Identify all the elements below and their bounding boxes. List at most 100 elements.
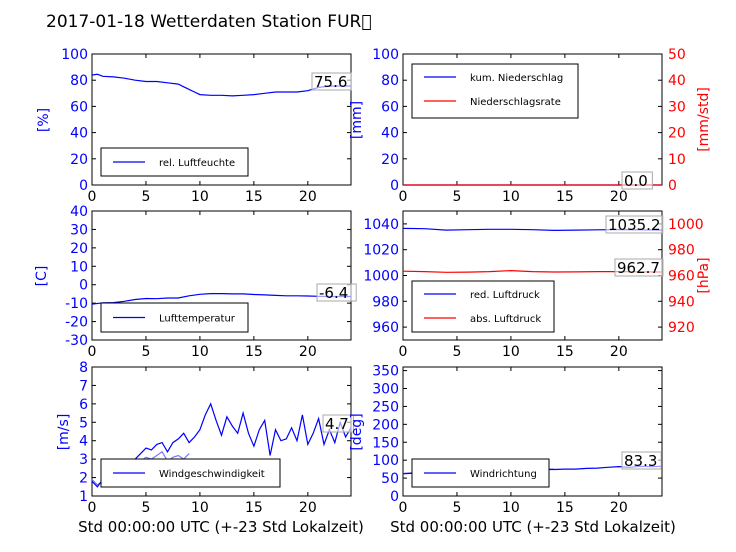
y-axis-label: [mm] xyxy=(349,101,365,139)
x-tick-label: 10 xyxy=(502,500,520,516)
x-tick-label: 0 xyxy=(88,500,97,516)
panel-temperature: 0 5 10 15 20 -30 -20 -10 0 10 20 30 40 [C] Lufttempera… xyxy=(34,204,357,360)
x-axis-label-left: Std 00:00:00 UTC (+-23 Std Lokalzeit) xyxy=(78,518,364,536)
value-annotation-box xyxy=(605,215,664,234)
x-tick-label: 15 xyxy=(556,189,574,205)
value-annotation-box xyxy=(316,283,357,302)
y-tick-label: 40 xyxy=(70,204,88,220)
y-tick-label: 50 xyxy=(381,471,399,487)
panel-wind_direction: 0 5 10 15 20050100150200250300350[deg]Windri… xyxy=(349,364,663,516)
x-tick-label: 0 xyxy=(399,344,408,360)
y2-tick-label: 50 xyxy=(668,47,686,63)
y-tick-label: 250 xyxy=(372,399,399,415)
y-tick-label: 80 xyxy=(381,73,399,89)
x-tick-label: 5 xyxy=(452,344,461,360)
x-tick-label: 10 xyxy=(191,189,209,205)
x-tick-label: 0 xyxy=(88,344,97,360)
value-annotation: 75.6 xyxy=(314,73,347,91)
figure-title: 2017-01-18 Wetterdaten Station FUR  xyxy=(46,12,372,32)
panel-precipitation: 0 5 10 15 20 0 20 40 60 80 100 [mm] 0 10 20 30 40 50 [mm/s… xyxy=(349,47,712,205)
y-tick-label: 80 xyxy=(70,73,88,89)
value-annotation: 83.3 xyxy=(624,452,657,470)
value-annotation: 1035.2 xyxy=(608,216,661,234)
y-tick-label: -20 xyxy=(65,315,88,331)
plot-frame xyxy=(91,53,352,186)
y2-tick-label: 10 xyxy=(668,152,686,168)
legend-box xyxy=(411,63,579,119)
x-tick-label: 5 xyxy=(141,189,150,205)
y-tick-label: -10 xyxy=(65,296,88,312)
legend-entry: rel. Luftfeuchte xyxy=(159,158,235,169)
y-axis-label: [deg] xyxy=(349,413,365,450)
x-tick-label: 10 xyxy=(191,500,209,516)
y-tick-label: 0 xyxy=(390,178,399,194)
series-line-rel-luftfeuchte xyxy=(91,73,351,97)
y-tick-label: 150 xyxy=(372,435,399,451)
y2-axis-label: [mm/std] xyxy=(696,87,712,152)
y2-tick-label: 20 xyxy=(668,126,686,142)
x-tick-label: 5 xyxy=(141,344,150,360)
panel-pressure: 0 5 10 15 20 960 980 1000 1020 1040 920 940 960 980 10… xyxy=(363,210,712,360)
y-tick-label: -30 xyxy=(65,333,88,349)
y-tick-label: 5 xyxy=(79,415,88,431)
y-tick-label: 0 xyxy=(79,178,88,194)
value-annotation-box xyxy=(614,258,664,277)
y-tick-label: 100 xyxy=(372,453,399,469)
y-tick-label: 1 xyxy=(79,489,88,505)
y2-tick-label: 940 xyxy=(668,294,695,310)
x-tick-label: 20 xyxy=(610,344,628,360)
y-tick-label: 7 xyxy=(79,378,88,394)
x-tick-label: 20 xyxy=(610,500,628,516)
y-axis-label: [m/s] xyxy=(56,414,72,451)
y-tick-label: 350 xyxy=(372,364,399,380)
y2-tick-label: 30 xyxy=(668,99,686,115)
value-annotation: 0.0 xyxy=(624,172,648,190)
x-tick-label: 20 xyxy=(299,189,317,205)
y-tick-label: 1000 xyxy=(363,269,399,285)
y-tick-label: 0 xyxy=(79,278,88,294)
value-annotation-box xyxy=(322,414,354,433)
legend-entry: Windgeschwindigkeit xyxy=(159,469,265,480)
x-tick-label: 20 xyxy=(299,500,317,516)
x-tick-label: 5 xyxy=(452,189,461,205)
y-tick-label: 100 xyxy=(372,47,399,63)
y-tick-label: 960 xyxy=(372,320,399,336)
y-tick-label: 2 xyxy=(79,471,88,487)
y-tick-label: 3 xyxy=(79,452,88,468)
x-tick-label: 0 xyxy=(88,189,97,205)
legend-box xyxy=(411,280,555,333)
x-tick-label: 15 xyxy=(556,344,574,360)
y-tick-label: 20 xyxy=(381,152,399,168)
value-annotation: -6.4 xyxy=(319,284,348,302)
y-tick-label: 60 xyxy=(70,99,88,115)
x-tick-label: 10 xyxy=(502,189,520,205)
x-tick-label: 20 xyxy=(299,344,317,360)
legend-entry: Lufttemperatur xyxy=(159,314,236,325)
y-axis-label: [C] xyxy=(34,266,50,287)
x-tick-label: 10 xyxy=(502,344,520,360)
value-annotation-box xyxy=(621,171,653,190)
series-line-lufttemperatur xyxy=(91,293,351,305)
y-tick-label: 100 xyxy=(61,47,88,63)
y2-tick-label: 980 xyxy=(668,243,695,259)
x-tick-label: 5 xyxy=(452,500,461,516)
value-annotation: 4.7 xyxy=(325,415,349,433)
y-tick-label: 980 xyxy=(372,294,399,310)
value-annotation-box xyxy=(621,451,662,470)
y2-axis-label: [hPa] xyxy=(696,257,712,293)
y-tick-label: 6 xyxy=(79,397,88,413)
x-tick-label: 15 xyxy=(245,344,263,360)
y-tick-label: 20 xyxy=(70,241,88,257)
plot-frame xyxy=(402,366,663,497)
x-tick-label: 15 xyxy=(245,500,263,516)
y-tick-label: 30 xyxy=(70,222,88,238)
y-axis-label: [%] xyxy=(36,108,52,132)
value-annotation: 962.7 xyxy=(617,259,660,277)
x-tick-label: 20 xyxy=(610,189,628,205)
legend-entry: abs. Luftdruck xyxy=(470,314,541,325)
x-tick-label: 0 xyxy=(399,189,408,205)
x-axis-label-right: Std 00:00:00 UTC (+-23 Std Lokalzeit) xyxy=(390,518,676,536)
panel-wind_speed: 0 5 10 15 20 1 2 3 4 5 6 7 8 [m/s] Windgeschwindigkeit… xyxy=(56,360,354,516)
y-tick-label: 1040 xyxy=(363,217,399,233)
